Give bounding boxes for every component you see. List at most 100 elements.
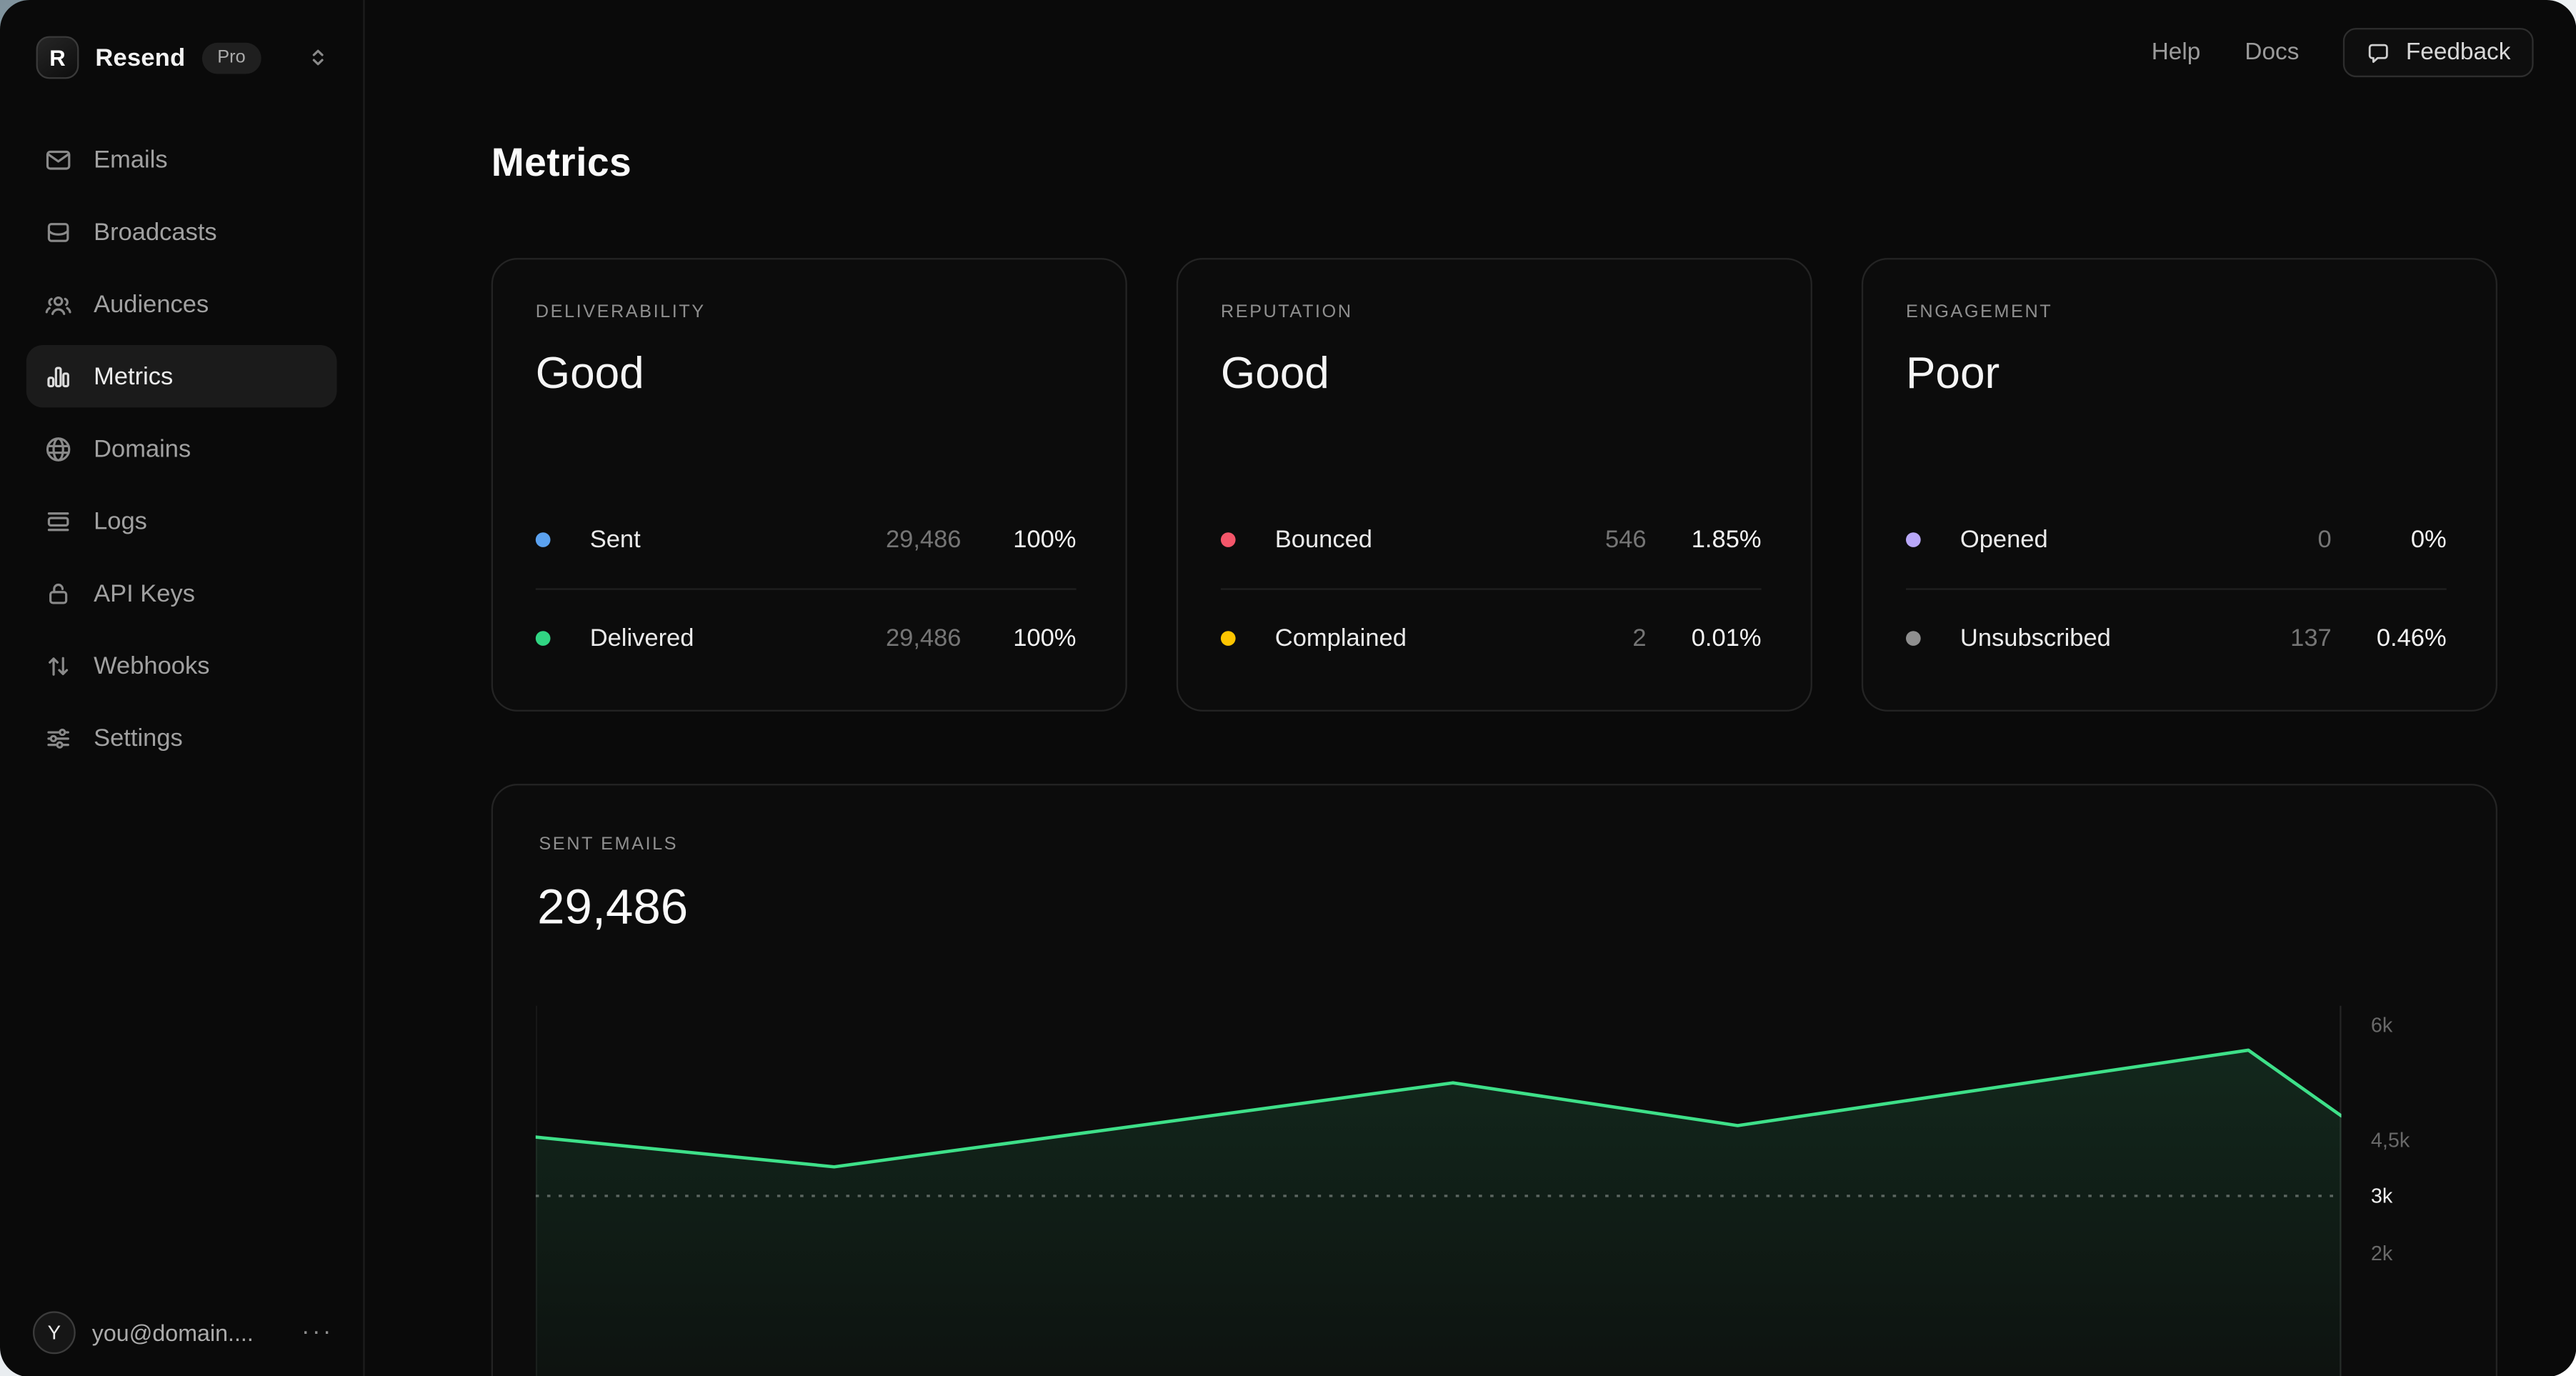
account-email: you@domain.... [91, 1318, 254, 1345]
deliverability-card: DELIVERABILITY Good Sent 29,486 100% Del… [491, 258, 1127, 712]
resend-logo: R [36, 36, 79, 79]
metric-label: Complained [1274, 624, 1407, 653]
arrows-up-down-icon [44, 652, 72, 679]
main-content: Help Docs Feedback Metrics DELIVERABILIT… [365, 0, 2576, 1376]
metric-value: 546 [1605, 526, 1647, 554]
reputation-card: REPUTATION Good Bounced 546 1.85% Compla… [1176, 258, 1812, 712]
sent-emails-card: SENT EMAILS 29,486 6k 4,5k 3k 2 [491, 784, 2498, 1376]
sidebar-item-logs[interactable]: Logs [26, 489, 337, 552]
card-category: ENGAGEMENT [1906, 302, 2053, 322]
page-title: Metrics [491, 141, 632, 186]
sidebar-item-label: Domains [94, 434, 191, 463]
sidebar-item-label: Logs [94, 507, 147, 535]
metric-percent: 0.46% [2376, 624, 2447, 653]
metric-label: Delivered [589, 624, 694, 653]
metric-row-delivered: Delivered 29,486 100% [535, 588, 1077, 687]
card-status: Poor [1906, 348, 2000, 398]
card-rows: Opened 0 0% Unsubscribed 137 0.46% [1906, 492, 2447, 687]
metric-row-unsubscribed: Unsubscribed 137 0.46% [1906, 588, 2447, 687]
docs-link[interactable]: Docs [2245, 39, 2300, 66]
workspace-name: Resend [95, 43, 186, 72]
y-axis-tick: 2k [2370, 1242, 2393, 1265]
card-category: DELIVERABILITY [535, 302, 706, 322]
workspace-switcher[interactable]: R Resend Pro [36, 36, 331, 79]
sidebar-item-label: Broadcasts [94, 217, 217, 246]
topbar: Help Docs Feedback [2151, 28, 2534, 78]
lock-icon [44, 579, 72, 607]
sidebar-item-label: Audiences [94, 289, 209, 319]
sidebar-item-webhooks[interactable]: Webhooks [26, 634, 337, 697]
chart-card-category: SENT EMAILS [539, 834, 679, 854]
legend-dot [1906, 532, 1921, 547]
people-icon [44, 290, 72, 318]
metric-value: 29,486 [885, 526, 962, 554]
legend-dot [1906, 631, 1921, 646]
metric-label: Sent [589, 526, 641, 554]
summary-cards: DELIVERABILITY Good Sent 29,486 100% Del… [491, 258, 2497, 712]
globe-icon [44, 434, 72, 462]
metric-value: 0 [2317, 526, 2332, 554]
card-status: Good [1220, 348, 1329, 398]
sidebar-item-label: Webhooks [94, 651, 210, 680]
chevrons-up-down-icon [307, 46, 330, 69]
sidebar-item-label: Emails [94, 145, 168, 174]
speech-bubble-icon [2367, 40, 2392, 65]
card-category: REPUTATION [1220, 302, 1353, 322]
metric-percent: 1.85% [1691, 526, 1762, 554]
plan-badge: Pro [201, 41, 261, 74]
y-axis-tick: 6k [2370, 1012, 2393, 1037]
mail-icon [44, 146, 72, 174]
sidebar-item-broadcasts[interactable]: Broadcasts [26, 201, 337, 263]
sent-emails-chart[interactable]: 6k 4,5k 3k 2k [535, 1005, 2496, 1376]
sliders-icon [44, 724, 72, 752]
feedback-button[interactable]: Feedback [2343, 28, 2534, 78]
sent-emails-total: 29,486 [537, 880, 689, 935]
area-chart-plot [535, 1005, 2342, 1376]
engagement-card: ENGAGEMENT Poor Opened 0 0% Unsubscribed… [1861, 258, 2497, 712]
sidebar-item-emails[interactable]: Emails [26, 128, 337, 190]
metric-row-bounced: Bounced 546 1.85% [1220, 492, 1762, 589]
broadcast-tray-icon [44, 218, 72, 246]
metric-percent: 0.01% [1691, 624, 1762, 653]
card-status: Good [535, 348, 644, 398]
metric-percent: 100% [1013, 526, 1077, 554]
sidebar-item-domains[interactable]: Domains [26, 417, 337, 479]
sidebar-nav: Emails Broadcasts [0, 128, 363, 769]
sidebar-item-settings[interactable]: Settings [26, 707, 337, 769]
sidebar-item-metrics[interactable]: Metrics [26, 345, 337, 408]
chart-line [535, 1048, 2342, 1169]
sidebar: R Resend Pro Emails [0, 0, 365, 1376]
metric-row-opened: Opened 0 0% [1906, 492, 2447, 589]
bar-chart-icon [44, 362, 72, 390]
metric-value: 2 [1632, 624, 1647, 653]
account-row[interactable]: Y you@domain.... ··· [33, 1310, 334, 1354]
sidebar-item-label: Metrics [94, 362, 174, 391]
sidebar-item-audiences[interactable]: Audiences [26, 273, 337, 335]
legend-dot [1220, 631, 1236, 646]
y-axis-tick: 3k [2370, 1185, 2393, 1208]
sidebar-item-label: API Keys [94, 579, 196, 607]
metric-label: Bounced [1274, 526, 1373, 554]
avatar: Y [33, 1310, 76, 1354]
sidebar-item-label: Settings [94, 724, 183, 752]
ellipsis-icon[interactable]: ··· [301, 1317, 334, 1346]
metric-row-complained: Complained 2 0.01% [1220, 588, 1762, 687]
metric-value: 137 [2290, 624, 2332, 653]
legend-dot [535, 631, 551, 646]
metric-row-sent: Sent 29,486 100% [535, 492, 1077, 589]
metric-value: 29,486 [885, 624, 962, 653]
metric-percent: 0% [2410, 526, 2447, 554]
card-rows: Bounced 546 1.85% Complained 2 0.01% [1220, 492, 1762, 687]
card-rows: Sent 29,486 100% Delivered 29,486 100% [535, 492, 1077, 687]
metric-label: Opened [1960, 526, 2048, 554]
help-link[interactable]: Help [2151, 39, 2201, 66]
rows-icon [44, 507, 72, 535]
legend-dot [535, 532, 551, 547]
y-axis-tick: 4,5k [2370, 1128, 2410, 1152]
metric-label: Unsubscribed [1960, 624, 2111, 653]
chart-area-fill [535, 1050, 2342, 1376]
sidebar-item-api-keys[interactable]: API Keys [26, 562, 337, 624]
metric-percent: 100% [1013, 624, 1077, 653]
legend-dot [1220, 532, 1236, 547]
